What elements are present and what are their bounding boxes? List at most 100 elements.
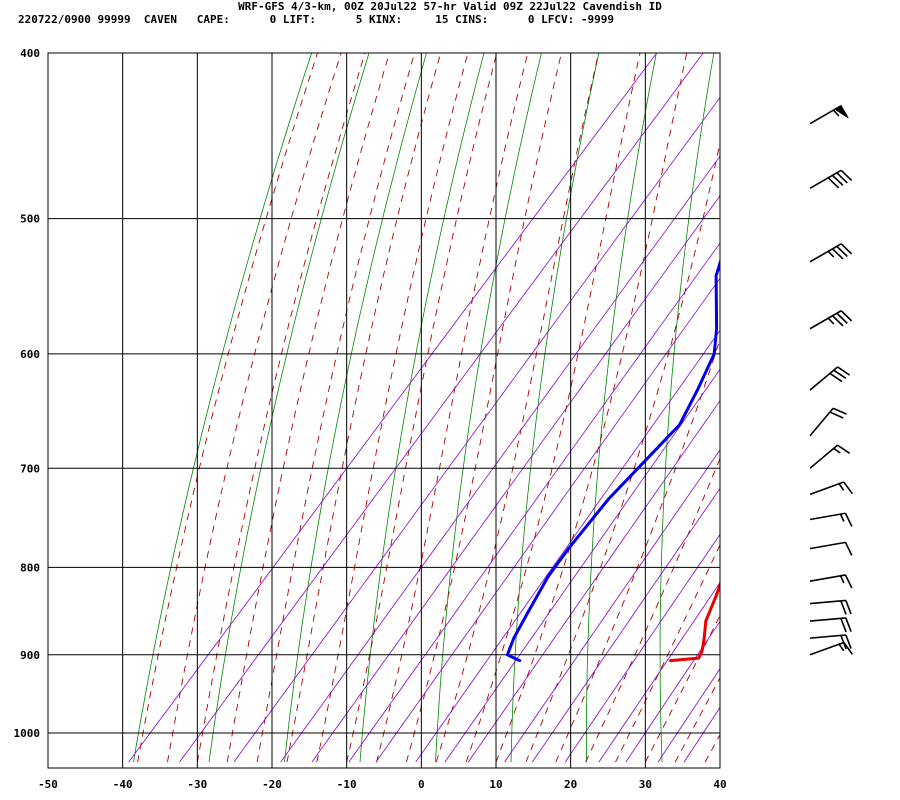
dewpoint-trace	[505, 258, 720, 663]
mixing-ratio-line	[564, 533, 720, 763]
barb-feather	[829, 411, 844, 419]
barb-pennant	[834, 105, 849, 119]
x-tick-label: -30	[187, 778, 207, 791]
barb-feather	[831, 248, 844, 260]
barb-feather	[837, 366, 851, 376]
dry-adiabat	[659, 53, 715, 763]
barb-feather	[836, 312, 848, 324]
barb-staff	[809, 574, 846, 582]
barb-feather	[832, 407, 847, 415]
barb-half-feather	[838, 643, 845, 652]
plot-frame	[47, 52, 721, 769]
barb-half-feather	[839, 513, 845, 522]
mixing-ratio-line	[683, 706, 720, 763]
wind-barb	[809, 444, 851, 469]
barb-staff	[809, 366, 839, 391]
barb-feather	[836, 172, 848, 184]
moist-adiabat	[196, 53, 366, 763]
moist-adiabat	[465, 53, 641, 763]
barb-feather	[840, 169, 853, 182]
barb-half-feather	[838, 483, 845, 491]
wind-barb	[809, 541, 853, 556]
barb-feather	[844, 512, 853, 527]
barb-feather	[829, 372, 843, 383]
x-tick-label: 10	[489, 778, 502, 791]
y-tick-label: 900	[20, 649, 40, 662]
moist-adiabat	[585, 457, 720, 763]
dry-adiabat	[435, 53, 542, 763]
axis-tick-labels: -50 -40 -30 -20 -10 0 10 20 30 40 400 500 600 700 800 9…	[14, 47, 727, 791]
mixing-ratio-line	[444, 368, 720, 763]
moist-adiabat	[226, 53, 390, 763]
mixing-ratio-line	[280, 155, 720, 763]
chart-subtitle-indices: 220722/0900 99999 CAVEN CAPE: 0 LIFT: 5 …	[18, 13, 615, 26]
mixing-ratio-line	[348, 242, 720, 763]
wind-barbs-column	[809, 105, 854, 656]
barb-staff	[809, 407, 834, 437]
dry-adiabat	[133, 53, 313, 763]
barb-half-feather	[827, 250, 835, 258]
barb-feather	[831, 174, 844, 187]
mixing-ratio-line	[504, 449, 720, 763]
y-tick-label: 800	[20, 561, 40, 574]
mixing-ratio-line	[179, 53, 704, 763]
barb-feather	[844, 542, 853, 556]
barb-staff	[809, 634, 846, 639]
chart-title: WRF-GFS 4/3-km, 00Z 20Jul22 57-hr Valid …	[238, 0, 662, 13]
wind-barb	[809, 617, 852, 633]
background-lines	[128, 53, 720, 763]
mixing-ratio-line	[625, 620, 720, 763]
moist-adiabat	[405, 53, 562, 763]
dry-adiabat	[359, 53, 485, 763]
mixing-ratio-line	[311, 195, 720, 763]
barb-half-feather	[827, 317, 835, 325]
barb-half-feather	[832, 109, 840, 117]
y-tick-label: 600	[20, 348, 40, 361]
x-tick-label: -50	[38, 778, 58, 791]
barb-feather	[845, 634, 852, 649]
barb-feather	[840, 243, 853, 255]
x-tick-label: 20	[564, 778, 577, 791]
barb-feather	[843, 481, 854, 495]
y-tick-label: 700	[20, 462, 40, 475]
dry-adiabat	[208, 53, 370, 763]
mixing-ratio-line	[415, 329, 720, 763]
mixing-ratio-line	[128, 53, 658, 763]
barb-feather	[827, 177, 840, 189]
barb-feather	[840, 310, 853, 322]
barb-feather	[845, 600, 852, 615]
mixing-ratio-line	[233, 96, 720, 763]
wind-barb	[809, 169, 853, 189]
x-tick-label: 0	[418, 778, 425, 791]
x-tick-label: -40	[113, 778, 133, 791]
mixing-ratio-line	[375, 277, 720, 763]
wind-barb	[809, 574, 853, 589]
wind-barb	[809, 641, 854, 656]
moist-adiabat	[137, 53, 318, 763]
barb-feather	[840, 600, 847, 615]
wind-barb	[809, 243, 853, 263]
moist-adiabat	[704, 733, 720, 763]
moist-adiabat	[435, 53, 600, 763]
barb-staff	[809, 599, 846, 605]
mixing-ratio-line	[598, 581, 720, 763]
wind-barb	[809, 512, 853, 527]
wind-barb	[809, 481, 854, 496]
grid-lines	[47, 52, 721, 768]
barb-feather	[843, 642, 854, 655]
moist-adiabat	[346, 53, 498, 763]
barb-feather	[845, 617, 852, 632]
barb-staff	[809, 169, 842, 189]
x-tick-label: -10	[337, 778, 357, 791]
x-tick-label: -20	[262, 778, 282, 791]
barb-feather	[836, 245, 848, 258]
barb-feather	[840, 618, 847, 633]
barb-staff	[809, 310, 842, 330]
moist-adiabat	[316, 53, 469, 763]
moist-adiabat	[495, 53, 688, 763]
mixing-ratio-line	[657, 667, 720, 763]
y-tick-label: 400	[20, 47, 40, 60]
barb-feather	[844, 574, 853, 589]
sounding-traces	[505, 258, 720, 663]
barb-feather	[833, 369, 847, 380]
